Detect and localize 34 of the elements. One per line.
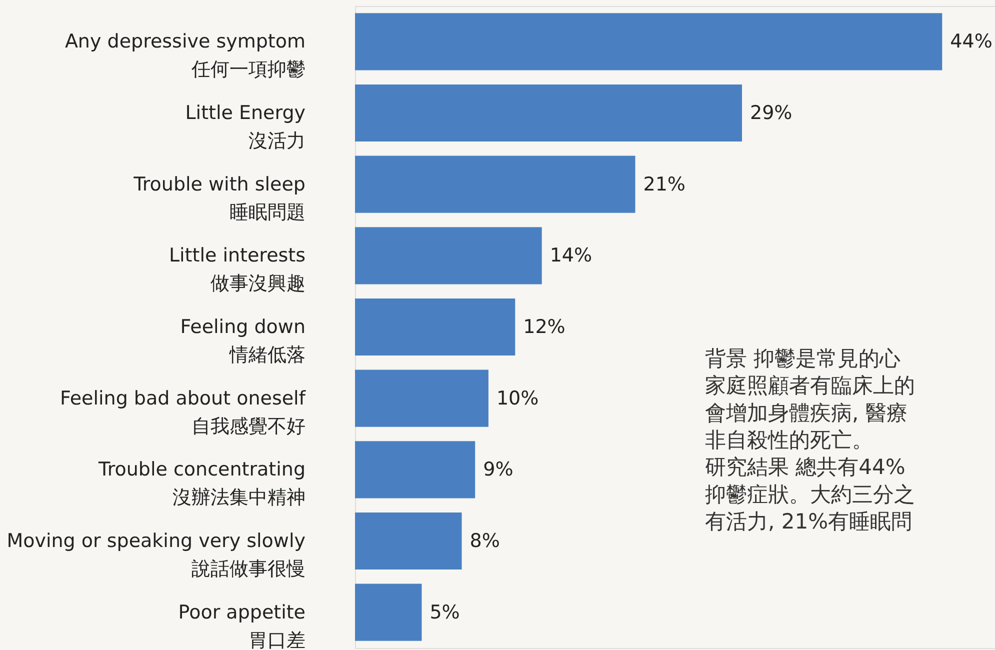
data-label: 14% [550,244,592,267]
bar [355,227,542,284]
data-label: 21% [643,173,686,196]
y-tick-label: Feeling down 情緒低落 [180,316,306,366]
bar [355,156,636,213]
data-label: 5% [430,601,460,624]
y-tick-label: Trouble concentrating 沒辦法集中精神 [98,458,306,509]
data-label: 10% [496,387,539,410]
data-label: 12% [523,316,566,338]
bar [355,13,942,70]
bar [355,298,516,356]
data-label: 9% [483,458,514,481]
y-tick-label: Moving or speaking very slowly 說話做事很慢 [6,530,306,580]
annotation: 抑鬱症狀。大約三分之 [705,482,915,506]
annotation: 有活力, 21%有睡眠問 [705,509,912,534]
data-label: 8% [470,530,500,552]
annotation: 家庭照顧者有臨床上的 [705,374,915,398]
bar [355,512,462,570]
y-tick-label: Trouble with sleep 睡眠問題 [132,173,306,224]
bar [355,441,476,498]
annotation: 會增加身體疾病, 醫療 [705,400,908,425]
annotation: 背景 抑鬱是常見的心 [705,346,901,371]
data-label: 44% [950,30,992,53]
data-label: 29% [750,102,792,124]
y-tick-label: Poor appetite 胃口差 [178,601,306,650]
y-tick-label: Any depressive symptom 任何一項抑鬱 [64,30,306,81]
annotation: 非自殺性的死亡。 [705,428,873,452]
annotation: 研究結果 總共有44% [705,455,906,480]
y-tick-label: Little interests 做事沒興趣 [168,244,306,295]
y-tick-label: Little Energy 沒活力 [185,102,306,152]
bar [355,584,422,641]
y-tick-label: Feeling bad about oneself 自我感覺不好 [60,387,307,438]
bar [355,370,488,427]
bar [355,84,742,142]
